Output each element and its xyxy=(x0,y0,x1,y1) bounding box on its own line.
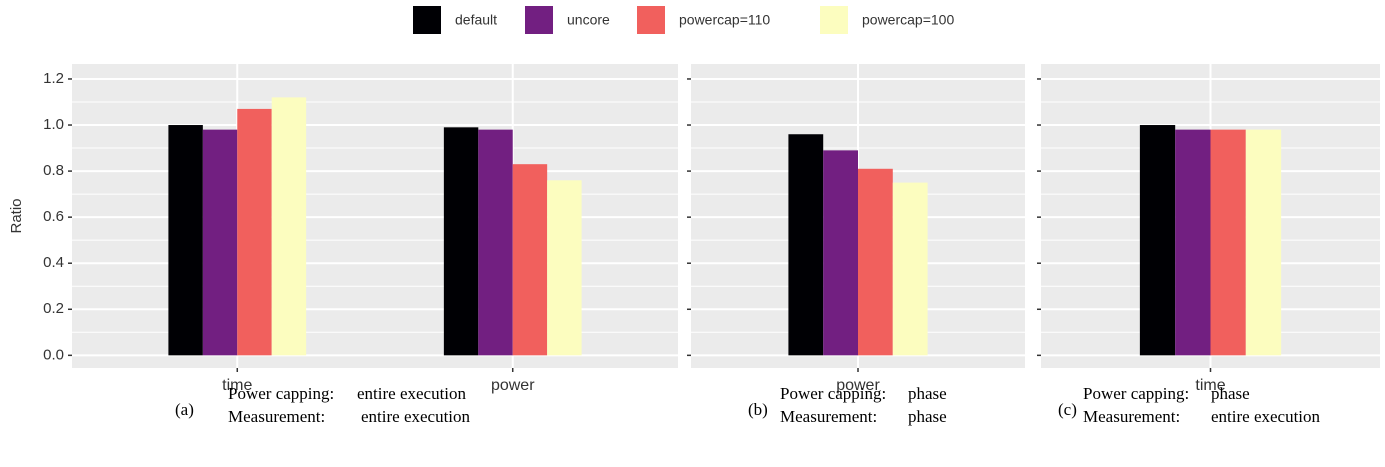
bar xyxy=(202,129,238,356)
bar xyxy=(1210,129,1246,356)
bar xyxy=(892,182,928,356)
bar xyxy=(858,168,893,356)
caption-key: Power capping: xyxy=(228,384,334,403)
bar xyxy=(237,108,272,356)
legend-swatch xyxy=(413,6,441,34)
bar xyxy=(1175,129,1211,356)
bar xyxy=(443,127,479,356)
y-tick-label: 1.2 xyxy=(43,70,64,87)
legend-label: powercap=100 xyxy=(862,12,954,28)
legend-label: default xyxy=(455,12,497,28)
caption-label: (c) xyxy=(1058,400,1077,419)
bar xyxy=(788,134,824,356)
y-tick-label: 0.2 xyxy=(43,300,64,317)
caption-key: Measurement: xyxy=(780,407,877,426)
caption-value: entire execution xyxy=(1211,407,1321,426)
x-tick-label: time xyxy=(222,377,252,394)
legend-swatch xyxy=(525,6,553,34)
x-tick-label: time xyxy=(1195,377,1225,394)
y-tick-label: 0.4 xyxy=(43,254,64,271)
legend-label: uncore xyxy=(567,12,610,28)
y-axis-title: Ratio xyxy=(8,198,25,233)
legend-swatch xyxy=(637,6,665,34)
bar xyxy=(823,150,858,356)
caption-value: phase xyxy=(908,407,947,426)
caption-value: phase xyxy=(908,384,947,403)
x-tick-label: power xyxy=(836,377,880,394)
bar xyxy=(168,125,203,356)
caption-value: entire execution xyxy=(357,384,467,403)
bar xyxy=(547,180,582,356)
legend-label: powercap=110 xyxy=(679,12,770,28)
y-tick-label: 1.0 xyxy=(43,116,64,133)
x-tick-label: power xyxy=(491,377,535,394)
caption-label: (a) xyxy=(175,400,194,419)
panel-bg xyxy=(72,64,678,368)
bar xyxy=(1139,125,1176,356)
bar xyxy=(1245,129,1282,356)
caption-value: phase xyxy=(1211,384,1250,403)
caption-key: Power capping: xyxy=(1083,384,1189,403)
caption-key: Measurement: xyxy=(228,407,325,426)
bar xyxy=(271,97,307,356)
bar xyxy=(478,129,513,356)
caption-key: Power capping: xyxy=(780,384,886,403)
bar xyxy=(512,164,548,356)
y-tick-label: 0.8 xyxy=(43,162,64,179)
y-tick-label: 0.6 xyxy=(43,208,64,225)
legend-swatch xyxy=(820,6,848,34)
y-tick-label: 0.0 xyxy=(43,346,64,363)
caption-key: Measurement: xyxy=(1083,407,1180,426)
caption-value: entire execution xyxy=(361,407,471,426)
caption-label: (b) xyxy=(748,400,768,419)
